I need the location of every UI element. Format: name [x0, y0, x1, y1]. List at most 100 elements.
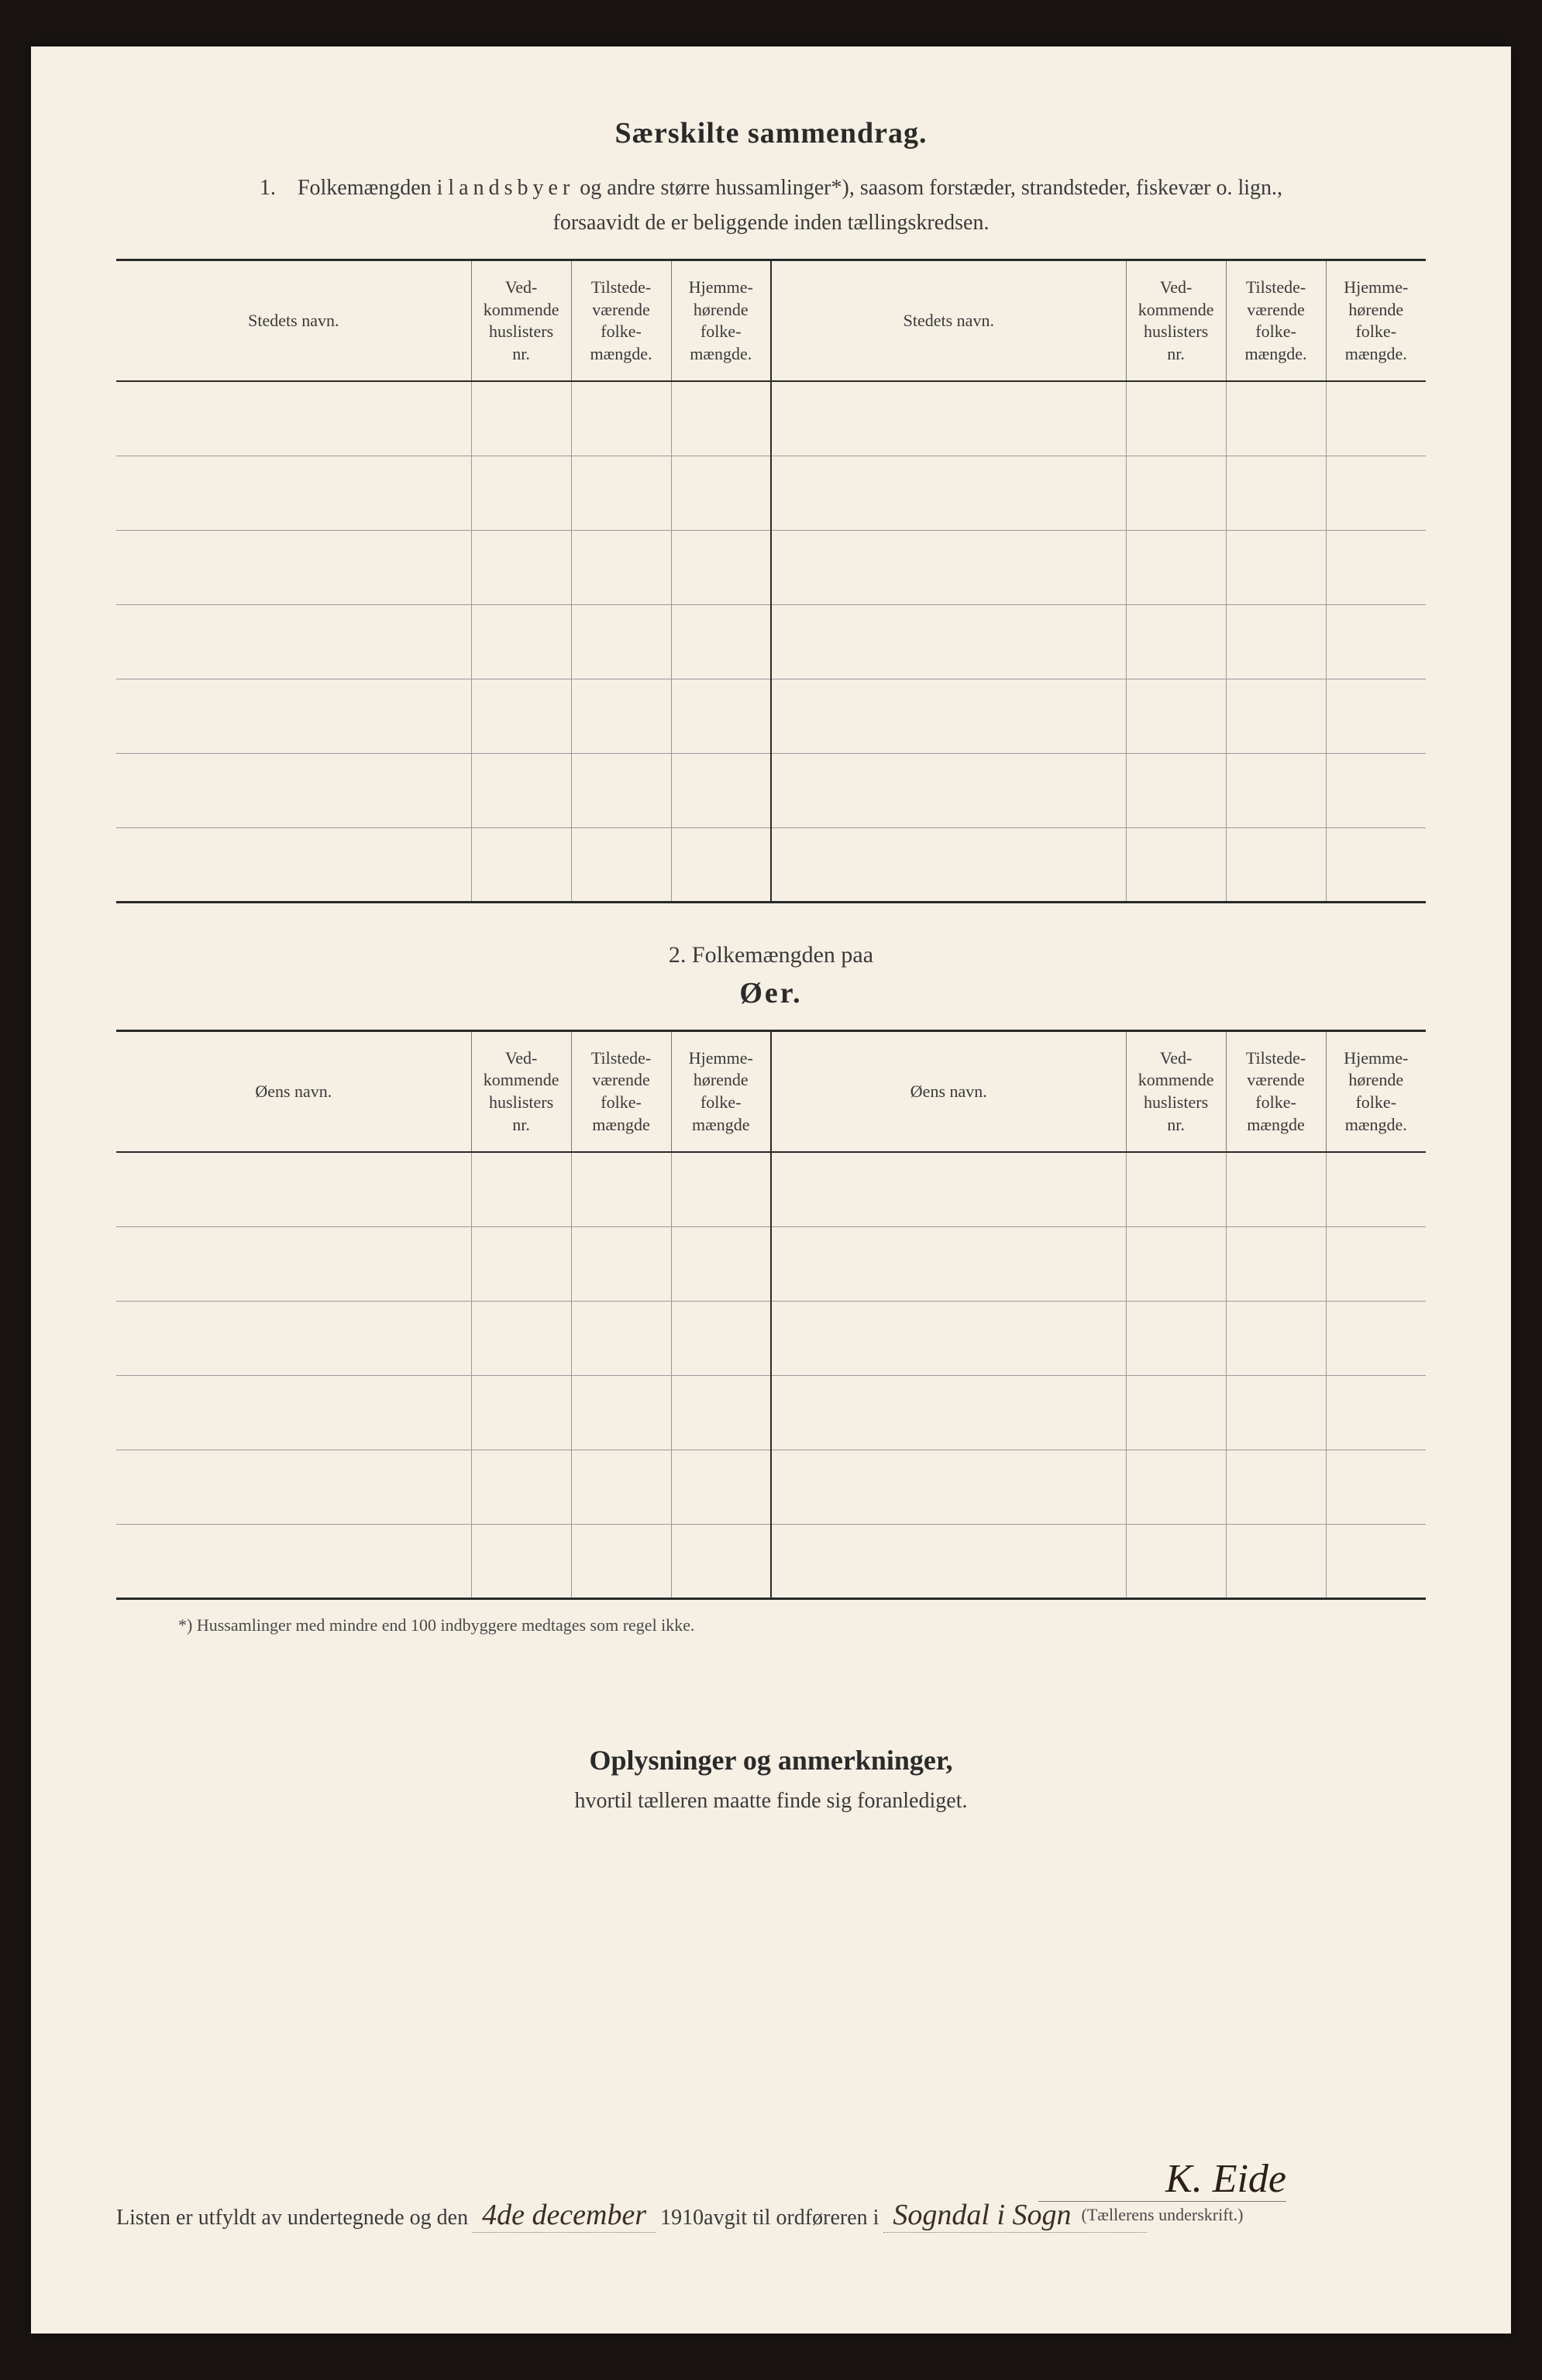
table-cell — [116, 530, 471, 604]
table-cell — [471, 604, 571, 679]
table-cell — [671, 456, 771, 530]
table-cell — [1326, 604, 1426, 679]
table-cell — [116, 604, 471, 679]
section1-intro-sub: forsaavidt de er beliggende inden tællin… — [116, 211, 1426, 236]
table-cell — [771, 1450, 1126, 1524]
table-cell — [771, 679, 1126, 753]
table-row — [116, 1524, 1426, 1598]
table-cell — [1126, 1450, 1226, 1524]
census-form-page: Særskilte sammendrag. 1. Folkemængden i … — [31, 46, 1511, 2334]
table-cell — [1126, 1375, 1226, 1450]
table-cell — [1126, 827, 1226, 902]
table-cell — [471, 530, 571, 604]
header-col2: Ved-kommendehuslistersnr. — [471, 1030, 571, 1152]
table-cell — [1326, 381, 1426, 456]
signature-label: (Tællerens underskrift.) — [1038, 2201, 1286, 2225]
table-cell — [771, 1524, 1126, 1598]
table-cell — [571, 1375, 671, 1450]
header-col4: Hjemme-hørendefolke-mængde. — [671, 260, 771, 382]
table-cell — [671, 1375, 771, 1450]
table-cell — [1326, 679, 1426, 753]
table-cell — [671, 753, 771, 827]
table-cell — [1126, 1524, 1226, 1598]
table-cell — [771, 827, 1126, 902]
sig-text-pre: Listen er utfyldt av undertegnede og den — [116, 2206, 468, 2230]
table-row — [116, 530, 1426, 604]
header-col4: Hjemme-hørendefolke-mængde — [671, 1030, 771, 1152]
table-row — [116, 827, 1426, 902]
table-cell — [671, 679, 771, 753]
table-cell — [771, 1152, 1126, 1226]
table-cell — [571, 604, 671, 679]
table-cell — [1326, 1301, 1426, 1375]
table-cell — [1126, 456, 1226, 530]
table-row — [116, 1450, 1426, 1524]
header-col6: Ved-kommendehuslistersnr. — [1126, 260, 1226, 382]
table-cell — [471, 679, 571, 753]
header-col3: Tilstede-værendefolke-mængde — [571, 1030, 671, 1152]
table-cell — [116, 753, 471, 827]
table-cell — [471, 1524, 571, 1598]
table-cell — [771, 456, 1126, 530]
table-cell — [771, 753, 1126, 827]
section1-text-pre: Folkemængden i — [298, 176, 448, 200]
table-cell — [471, 381, 571, 456]
table-cell — [1326, 1524, 1426, 1598]
table-cell — [116, 1301, 471, 1375]
header-col2: Ved-kommendehuslistersnr. — [471, 260, 571, 382]
table-cell — [771, 530, 1126, 604]
table-header-row: Øens navn. Ved-kommendehuslistersnr. Til… — [116, 1030, 1426, 1152]
table-cell — [771, 604, 1126, 679]
table-cell — [116, 1152, 471, 1226]
section2-emphasis: Øer. — [116, 976, 1426, 1010]
table-cell — [1126, 753, 1226, 827]
table-row — [116, 1375, 1426, 1450]
header-name-right: Øens navn. — [771, 1030, 1126, 1152]
table-row — [116, 753, 1426, 827]
table-cell — [1226, 1450, 1326, 1524]
footnote: *) Hussamlinger med mindre end 100 indby… — [178, 1615, 1426, 1635]
table-cell — [1226, 604, 1326, 679]
table-cell — [1326, 1375, 1426, 1450]
table-cell — [1226, 1226, 1326, 1301]
table-row — [116, 1152, 1426, 1226]
table-cell — [116, 827, 471, 902]
table-row — [116, 604, 1426, 679]
sig-year: 1910 — [660, 2206, 704, 2230]
section1-number: 1. — [260, 176, 276, 200]
table-cell — [1326, 1152, 1426, 1226]
table-cell — [116, 456, 471, 530]
table-cell — [1326, 456, 1426, 530]
remarks-sub: hvortil tælleren maatte finde sig foranl… — [116, 1789, 1426, 1814]
signature-area: Listen er utfyldt av undertegnede og den… — [116, 2198, 1426, 2233]
section1-intro: 1. Folkemængden i landsbyer og andre stø… — [116, 172, 1426, 205]
table-cell — [671, 1301, 771, 1375]
header-name-right: Stedets navn. — [771, 260, 1126, 382]
table-cell — [471, 827, 571, 902]
main-title: Særskilte sammendrag. — [116, 116, 1426, 150]
table-cell — [1226, 1524, 1326, 1598]
header-col8: Hjemme-hørendefolke-mængde. — [1326, 260, 1426, 382]
header-col7: Tilstede-værendefolke-mængde. — [1226, 260, 1326, 382]
section1-text-post: og andre større hussamlinger*), saasom f… — [574, 176, 1282, 200]
table-cell — [471, 1301, 571, 1375]
table-cell — [671, 1226, 771, 1301]
signature-name-handwritten: K. Eide — [1165, 2156, 1286, 2202]
table-cell — [571, 530, 671, 604]
table-cell — [1226, 1375, 1326, 1450]
section1-spaced-word: landsbyer — [448, 176, 574, 200]
header-col3: Tilstede-værendefolke-mængde. — [571, 260, 671, 382]
table-cell — [116, 381, 471, 456]
section2-title: 2. Folkemængden paa — [116, 942, 1426, 968]
table-cell — [671, 530, 771, 604]
header-col6: Ved-kommendehuslistersnr. — [1126, 1030, 1226, 1152]
table-cell — [471, 1375, 571, 1450]
section2-table: Øens navn. Ved-kommendehuslistersnr. Til… — [116, 1030, 1426, 1600]
table-cell — [671, 604, 771, 679]
header-name-left: Øens navn. — [116, 1030, 471, 1152]
table-row — [116, 381, 1426, 456]
section1-table: Stedets navn. Ved-kommendehuslistersnr. … — [116, 259, 1426, 903]
table-cell — [571, 381, 671, 456]
table-cell — [116, 1375, 471, 1450]
header-col7: Tilstede-værendefolke-mængde — [1226, 1030, 1326, 1152]
